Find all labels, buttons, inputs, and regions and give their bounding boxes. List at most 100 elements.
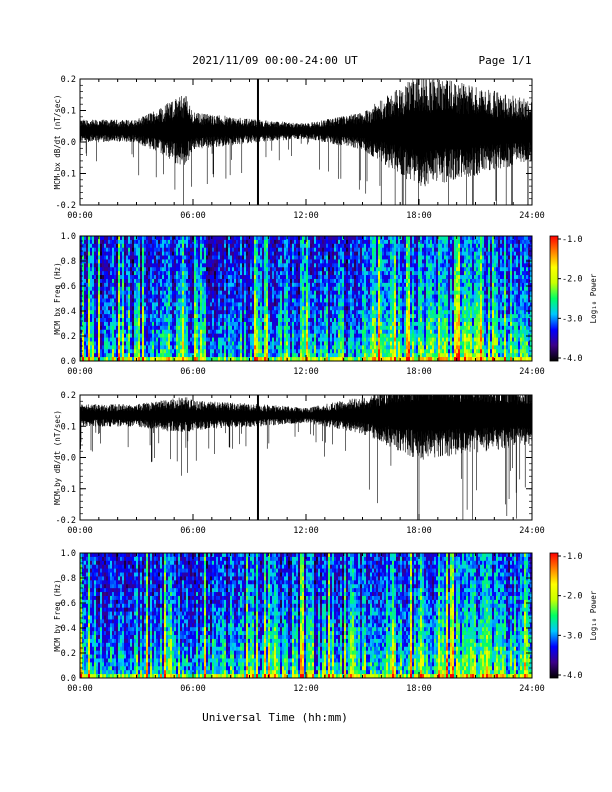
heatmap-cell xyxy=(216,310,219,315)
heatmap-cell xyxy=(366,236,369,241)
heatmap-cell xyxy=(194,236,197,241)
heatmap-cell xyxy=(262,286,265,291)
heatmap-cell xyxy=(102,357,105,362)
heatmap-cell xyxy=(286,247,289,252)
heatmap-cell xyxy=(274,267,277,272)
heatmap-cell xyxy=(366,302,369,307)
heatmap-cell xyxy=(106,306,109,311)
heatmap-cell xyxy=(194,325,197,331)
heatmap-cell xyxy=(338,325,341,331)
heatmap-cell xyxy=(198,259,201,264)
heatmap-cell xyxy=(88,349,91,354)
heatmap-cell xyxy=(276,243,279,249)
heatmap-cell xyxy=(124,329,127,334)
heatmap-cell xyxy=(280,357,283,362)
heatmap-cell xyxy=(124,278,127,284)
heatmap-cell xyxy=(218,247,221,252)
heatmap-cell xyxy=(328,302,331,307)
heatmap-cell xyxy=(376,271,379,276)
heatmap-cell xyxy=(342,278,345,284)
heatmap-cell xyxy=(340,321,343,327)
heatmap-cell xyxy=(118,329,121,334)
heatmap-cell xyxy=(306,298,309,303)
heatmap-cell xyxy=(232,321,235,327)
heatmap-cell xyxy=(284,306,287,311)
heatmap-cell xyxy=(162,329,165,334)
heatmap-cell xyxy=(190,263,193,268)
heatmap-cell xyxy=(348,267,351,272)
heatmap-cell xyxy=(258,286,261,291)
heatmap-cell xyxy=(232,353,235,358)
heatmap-cell xyxy=(164,251,167,256)
heatmap-cell xyxy=(368,286,371,291)
heatmap-cell xyxy=(160,278,163,284)
heatmap-cell xyxy=(122,243,125,249)
heatmap-cell xyxy=(124,333,127,338)
heatmap-cell xyxy=(238,271,241,276)
heatmap-cell xyxy=(314,321,317,327)
heatmap-cell xyxy=(146,255,149,260)
heatmap-cell xyxy=(110,321,113,327)
heatmap-cell xyxy=(306,325,309,331)
heatmap-cell xyxy=(268,345,271,350)
heatmap-cell xyxy=(184,259,187,264)
heatmap-cell xyxy=(110,286,113,291)
heatmap-cell xyxy=(332,357,335,362)
heatmap-cell xyxy=(294,329,297,334)
heatmap-cell xyxy=(128,337,131,342)
heatmap-cell xyxy=(276,239,279,245)
heatmap-cell xyxy=(372,239,375,245)
heatmap-cell xyxy=(214,286,217,291)
heatmap-cell xyxy=(196,271,199,276)
heatmap-cell xyxy=(268,290,271,295)
heatmap-cell xyxy=(372,302,375,307)
heatmap-cell xyxy=(170,306,173,311)
heatmap-cell xyxy=(124,282,127,288)
heatmap-cell xyxy=(188,345,191,350)
heatmap-cell xyxy=(254,298,257,303)
heatmap-cell xyxy=(248,259,251,264)
heatmap-cell xyxy=(200,310,203,315)
heatmap-cell xyxy=(108,349,111,354)
heatmap-cell xyxy=(188,310,191,315)
heatmap-cell xyxy=(212,271,215,276)
heatmap-cell xyxy=(184,275,187,280)
heatmap-cell xyxy=(148,275,151,280)
heatmap-cell xyxy=(180,310,183,315)
heatmap-cell xyxy=(306,286,309,291)
heatmap-cell xyxy=(292,306,295,311)
heatmap-cell xyxy=(100,302,103,307)
heatmap-cell xyxy=(356,271,359,276)
heatmap-cell xyxy=(88,243,91,249)
heatmap-cell xyxy=(116,314,119,319)
heatmap-cell xyxy=(366,329,369,334)
heatmap-cell xyxy=(228,349,231,354)
heatmap-cell xyxy=(336,275,339,280)
heatmap-cell xyxy=(220,329,223,334)
heatmap-cell xyxy=(220,251,223,256)
heatmap-cell xyxy=(182,353,185,358)
heatmap-cell xyxy=(222,236,225,241)
heatmap-cell xyxy=(160,302,163,307)
heatmap-cell xyxy=(94,275,97,280)
heatmap-cell xyxy=(176,255,179,260)
heatmap-cell xyxy=(204,275,207,280)
heatmap-cell xyxy=(292,263,295,268)
heatmap-cell xyxy=(342,263,345,268)
heatmap-cell xyxy=(318,278,321,284)
heatmap-cell xyxy=(222,259,225,264)
heatmap-cell xyxy=(286,267,289,272)
heatmap-cell xyxy=(234,278,237,284)
heatmap-cell xyxy=(236,243,239,249)
heatmap-cell xyxy=(186,251,189,256)
heatmap-cell xyxy=(360,255,363,260)
heatmap-cell xyxy=(164,247,167,252)
heatmap-cell xyxy=(94,349,97,354)
heatmap-cell xyxy=(320,255,323,260)
heatmap-cell xyxy=(210,298,213,303)
heatmap-cell xyxy=(278,314,281,319)
heatmap-cell xyxy=(282,278,285,284)
heatmap-cell xyxy=(188,306,191,311)
heatmap-cell xyxy=(186,259,189,264)
heatmap-cell xyxy=(338,236,341,241)
